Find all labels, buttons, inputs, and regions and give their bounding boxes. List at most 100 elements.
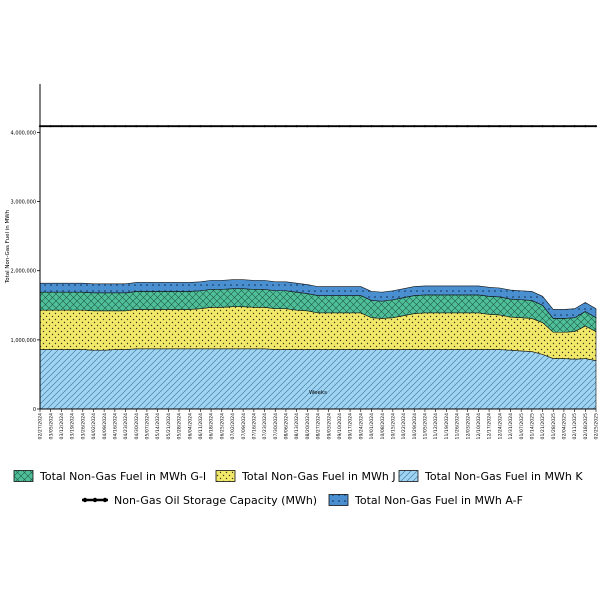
storage-capacity-point	[562, 125, 566, 128]
x-tick-label: 10/15/2024	[390, 413, 396, 440]
x-tick-label: 10/08/2024	[380, 413, 386, 440]
y-tick-label: 0	[33, 407, 36, 413]
x-tick-label: 09/24/2024	[358, 413, 364, 440]
x-tick-label: 12/10/2024	[476, 413, 482, 440]
storage-capacity-point	[466, 125, 469, 128]
x-tick-label: 04/09/2024	[102, 413, 108, 440]
x-tick-label: 07/16/2024	[251, 413, 257, 440]
storage-capacity-point	[552, 125, 555, 128]
x-tick-label: 02/27/2024	[38, 413, 44, 440]
storage-capacity-point	[327, 125, 330, 128]
x-tick-label: 05/28/2024	[177, 413, 183, 440]
x-tick-label: 04/16/2024	[112, 413, 118, 440]
storage-capacity-point	[124, 125, 127, 128]
x-tick-label: 08/06/2024	[284, 413, 290, 440]
storage-capacity-point	[477, 125, 480, 128]
x-tick-label: 08/13/2024	[294, 413, 300, 440]
x-tick-label: 05/14/2024	[155, 413, 161, 440]
legend-label: Total Non-Gas Fuel in MWh A-F	[354, 494, 523, 507]
x-tick-label: 05/07/2024	[145, 413, 151, 440]
storage-capacity-point	[306, 125, 309, 128]
x-tick-label: 04/23/2024	[123, 413, 129, 440]
storage-capacity-point	[381, 125, 384, 128]
storage-capacity-point	[135, 125, 138, 128]
storage-capacity-point	[413, 125, 416, 128]
storage-capacity-point	[70, 125, 74, 128]
x-tick-label: 03/26/2024	[80, 413, 86, 440]
storage-capacity-point	[167, 125, 170, 128]
legend-swatch-marker	[102, 497, 108, 503]
storage-capacity-point	[231, 125, 234, 128]
legend-item: Non-Gas Oil Storage Capacity (MWh)	[82, 494, 317, 507]
x-tick-label: 04/02/2024	[91, 413, 97, 440]
x-tick-label: 10/22/2024	[401, 413, 407, 440]
legend-item: Total Non-Gas Fuel in MWh A-F	[328, 494, 523, 507]
storage-capacity-point	[445, 125, 448, 128]
legend-swatch	[215, 470, 236, 482]
legend: Total Non-Gas Fuel in MWh G-I Total Non-G…	[13, 470, 583, 507]
x-tick-label: 11/12/2024	[433, 413, 439, 440]
area-series-a-f	[39, 279, 597, 319]
storage-capacity-point	[348, 125, 352, 128]
legend-item: Total Non-Gas Fuel in MWh G-I	[13, 470, 206, 483]
x-tick-label: 07/02/2024	[230, 413, 236, 440]
x-tick-label: 02/18/2025	[583, 413, 589, 440]
storage-capacity-point	[509, 125, 512, 128]
storage-capacity-point	[370, 125, 373, 128]
storage-capacity-point	[242, 125, 245, 128]
storage-capacity-point	[177, 125, 181, 128]
storage-capacity-point	[220, 125, 223, 128]
x-tick-label: 11/19/2024	[444, 413, 450, 440]
legend-swatch-marker	[82, 497, 88, 503]
x-tick-label: 03/05/2024	[48, 413, 54, 440]
storage-capacity-point	[402, 125, 405, 128]
storage-capacity-point	[295, 125, 298, 128]
legend-swatch-marker	[92, 497, 98, 503]
x-tick-label: 10/29/2024	[412, 413, 418, 440]
storage-capacity-point	[252, 125, 255, 128]
x-tick-label: 12/31/2024	[508, 413, 514, 440]
x-tick-label: 12/24/2024	[497, 413, 503, 440]
storage-capacity-point	[145, 125, 149, 128]
x-tick-label: 06/11/2024	[198, 413, 204, 440]
x-tick-label: 05/21/2024	[166, 413, 172, 440]
storage-capacity-point	[274, 125, 277, 128]
y-axis-label: Total Non-Gas Fuel in MWh	[5, 209, 11, 284]
storage-capacity-point	[434, 125, 437, 128]
x-tick-label: 06/25/2024	[219, 413, 225, 440]
x-tick-label: 02/25/2025	[594, 413, 600, 440]
x-tick-label: 09/03/2024	[326, 413, 332, 440]
x-tick-label: 09/17/2024	[348, 413, 354, 440]
x-tick-label: 01/28/2025	[551, 413, 557, 440]
x-tick-label: 06/04/2024	[187, 413, 193, 440]
storage-capacity-point	[284, 125, 288, 128]
legend-label: Total Non-Gas Fuel in MWh J	[241, 470, 396, 483]
storage-capacity-point	[199, 125, 202, 128]
x-tick-label: 01/14/2025	[529, 413, 535, 440]
legend-swatch	[398, 470, 419, 482]
x-tick-label: 09/10/2024	[337, 413, 343, 440]
x-tick-label: 08/20/2024	[305, 413, 311, 440]
legend-label: Total Non-Gas Fuel in MWh G-I	[39, 470, 206, 483]
x-tick-label: 03/12/2024	[59, 413, 65, 440]
storage-capacity-point	[423, 125, 427, 128]
storage-capacity-point	[338, 125, 341, 128]
storage-capacity-point	[103, 125, 106, 128]
x-tick-label: 07/23/2024	[262, 413, 268, 440]
storage-capacity-point	[530, 125, 533, 128]
legend-label: Non-Gas Oil Storage Capacity (MWh)	[114, 494, 317, 507]
y-tick-label: 4,000,000	[11, 130, 36, 136]
x-tick-label: 12/17/2024	[487, 413, 493, 440]
legend-swatch	[13, 470, 34, 482]
storage-capacity-point	[263, 125, 266, 128]
x-tick-label: 02/11/2025	[572, 413, 578, 440]
x-tick-label: 04/30/2024	[134, 413, 140, 440]
x-tick-label: 01/07/2025	[519, 413, 525, 440]
legend-label: Total Non-Gas Fuel in MWh K	[424, 470, 583, 483]
storage-capacity-point	[541, 125, 544, 128]
storage-capacity-point	[113, 125, 116, 128]
area-series-k	[39, 348, 597, 410]
storage-capacity-point	[359, 125, 362, 128]
storage-capacity-point	[81, 125, 84, 128]
